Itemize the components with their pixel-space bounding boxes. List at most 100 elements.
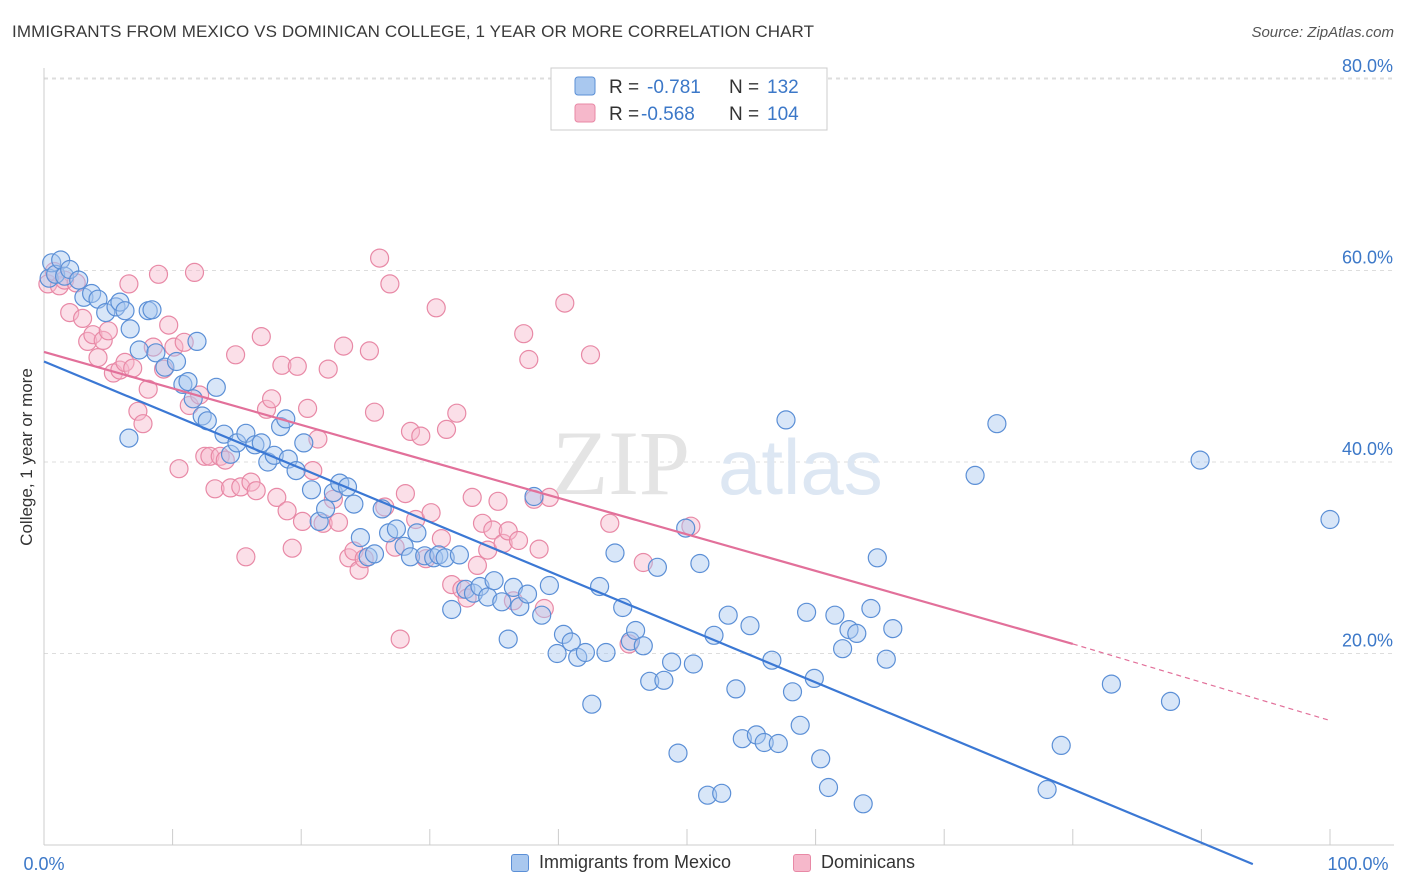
blue-point-74 [539,575,560,596]
blue-point-109 [790,715,810,735]
blue-point-92 [668,743,688,763]
bottom-legend-label-mexico: Immigrants from Mexico [539,852,732,872]
blue-point-131 [119,428,139,448]
mexico-points [39,250,1340,814]
legend-r-value-1: -0.781 [647,77,701,98]
blue-point-68 [498,629,518,649]
blue-point-66 [484,571,504,591]
y-tick-label-60: 60.0% [1342,248,1393,268]
pink-point-70 [400,421,421,441]
blue-point-104 [754,732,774,753]
blue-point-123 [965,465,985,485]
pink-point-60 [349,560,369,580]
blue-point-53 [394,536,414,556]
pink-point-64 [370,248,390,268]
pink-point-25 [169,459,189,479]
blue-point-83 [605,543,625,563]
pink-point-21 [148,264,169,284]
blue-point-130 [1320,509,1340,530]
y-tick-label-80: 80.0% [1342,56,1393,76]
blue-point-118 [853,794,873,814]
blue-point-61 [449,545,469,565]
pink-point-63 [364,402,385,422]
blue-point-103 [746,725,767,745]
pink-point-86 [483,520,503,540]
blue-point-52 [386,519,406,539]
pink-point-83 [467,555,487,576]
blue-point-14 [120,319,140,339]
blue-point-23 [183,389,203,409]
blue-point-13 [115,301,135,321]
pink-point-49 [292,511,313,532]
watermark-atlas: atlas [718,423,883,511]
pink-point-45 [272,355,292,375]
blue-point-54 [400,547,421,567]
blue-point-24 [187,331,207,351]
pink-point-72 [411,426,431,446]
bottom-legend-item-mexico[interactable]: Immigrants from Mexico [511,852,731,873]
pink-point-48 [287,356,307,376]
blue-point-108 [782,682,803,702]
blue-point-120 [867,548,887,568]
trend-lines [43,350,1331,866]
y-tick-label-20: 20.0% [1342,631,1393,651]
pink-point-24 [164,337,184,357]
blue-point-101 [732,729,752,749]
pink-point-11 [98,321,118,341]
dominicans-trend-line [43,350,1074,645]
mexico-trend-line [43,360,1254,866]
legend-swatch-mexico [511,853,529,872]
blue-point-87 [633,636,653,656]
legend-box: R = -0.781 N = 132 R = -0.568 N = 104 [550,67,828,131]
blue-point-127 [1101,674,1122,694]
pink-point-92 [514,324,534,344]
pink-point-99 [580,345,601,365]
grid [44,77,1394,654]
bottom-legend: Immigrants from Mexico Dominicans [0,852,1406,878]
y-axis-label: College, 1 year or more [17,368,36,546]
pink-point-69 [395,484,415,504]
blue-point-75 [547,643,567,664]
pink-point-56 [328,512,349,532]
blue-point-126 [1051,735,1071,756]
legend-r-value-2: -0.568 [641,104,695,125]
blue-point-128 [1160,691,1181,712]
pink-point-68 [390,629,410,649]
bottom-legend-label-dominicans: Dominicans [821,852,916,872]
blue-point-122 [883,618,903,639]
pink-point-28 [184,262,205,282]
pink-point-34 [215,450,235,470]
blue-point-64 [470,576,490,597]
blue-point-89 [647,557,668,577]
pink-point-75 [426,298,446,318]
blue-point-110 [796,602,817,622]
blue-point-117 [847,623,867,644]
blue-point-20 [166,351,187,372]
blue-point-42 [316,499,336,519]
pink-point-10 [93,330,113,350]
x-tick-label-max: 100.0% [1327,854,1388,874]
blue-point-76 [553,624,574,645]
blue-point-90 [654,670,674,690]
blue-point-10 [96,303,116,323]
pink-point-54 [318,359,338,379]
blue-point-94 [683,654,704,674]
pink-point-23 [159,315,179,335]
legend-n-value-1: 132 [767,77,799,98]
pink-point-36 [226,345,246,365]
pink-point-35 [220,478,241,498]
pink-point-57 [334,336,354,356]
pink-point-32 [205,479,225,499]
pink-point-62 [359,341,379,361]
pink-point-79 [447,403,467,423]
blue-point-29 [220,444,241,464]
blue-point-40 [301,480,322,500]
blue-point-107 [776,410,796,430]
pink-point-102 [633,552,653,573]
pink-point-9 [88,348,108,368]
blue-point-6 [69,270,89,290]
pink-point-98 [555,293,575,313]
bottom-legend-item-dominicans[interactable]: Dominicans [793,852,915,873]
blue-point-112 [811,749,831,769]
legend-swatch-blue [574,76,596,96]
